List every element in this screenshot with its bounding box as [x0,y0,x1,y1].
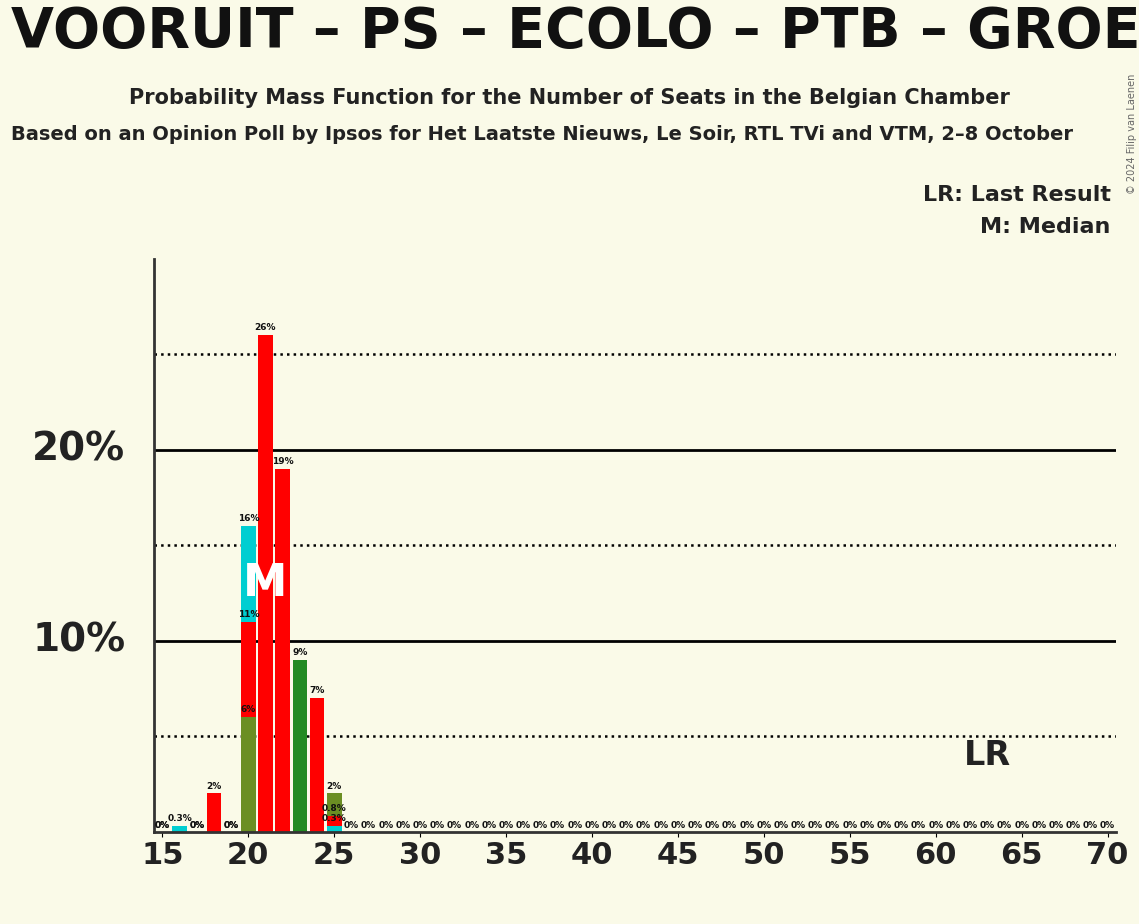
Text: 0%: 0% [446,821,462,830]
Text: 0%: 0% [945,821,960,830]
Text: 0%: 0% [671,821,686,830]
Text: 0%: 0% [877,821,892,830]
Text: 0%: 0% [155,821,170,830]
Bar [327,794,342,832]
Text: 0%: 0% [465,821,480,830]
Text: LR: LR [964,738,1011,772]
Text: 0%: 0% [344,821,359,830]
Text: 0%: 0% [688,821,703,830]
Text: 0%: 0% [997,821,1013,830]
Text: M: M [244,562,288,605]
Text: 0%: 0% [928,821,943,830]
Text: LR: Last Result: LR: Last Result [923,185,1111,205]
Text: 0%: 0% [412,821,428,830]
Text: 0%: 0% [911,821,926,830]
Text: 0%: 0% [189,821,204,830]
Text: 0%: 0% [189,821,204,830]
Text: 0%: 0% [155,821,170,830]
Bar [310,698,325,832]
Bar [276,468,290,832]
Text: 0%: 0% [980,821,994,830]
Text: 0%: 0% [705,821,720,830]
Text: 0.8%: 0.8% [322,805,346,813]
Text: 26%: 26% [255,323,277,333]
Text: 19%: 19% [272,456,294,466]
Text: 0.3%: 0.3% [167,814,191,823]
Text: Based on an Opinion Poll by Ipsos for Het Laatste Nieuws, Le Soir, RTL TVi and V: Based on an Opinion Poll by Ipsos for He… [11,125,1073,144]
Text: 16%: 16% [238,514,259,523]
Text: 0%: 0% [601,821,617,830]
Text: 0%: 0% [1031,821,1047,830]
Text: 7%: 7% [310,686,325,695]
Text: 0%: 0% [1083,821,1098,830]
Text: 0%: 0% [1014,821,1030,830]
Text: 0%: 0% [533,821,548,830]
Text: 0%: 0% [378,821,393,830]
Text: 0%: 0% [429,821,445,830]
Text: 0%: 0% [962,821,977,830]
Text: 0%: 0% [894,821,909,830]
Text: 0%: 0% [223,821,239,830]
Text: 0%: 0% [790,821,805,830]
Text: 0%: 0% [1049,821,1064,830]
Text: 0%: 0% [653,821,669,830]
Text: 0%: 0% [860,821,875,830]
Text: 10%: 10% [32,621,125,660]
Text: 0%: 0% [550,821,565,830]
Text: 0%: 0% [584,821,599,830]
Text: 0%: 0% [223,821,239,830]
Bar [241,622,255,832]
Bar [293,660,308,832]
Text: 0%: 0% [516,821,531,830]
Text: 0%: 0% [636,821,652,830]
Bar [172,826,187,832]
Text: 0%: 0% [739,821,754,830]
Text: 0%: 0% [842,821,858,830]
Text: 0%: 0% [499,821,514,830]
Text: 0%: 0% [825,821,841,830]
Text: 0%: 0% [756,821,771,830]
Text: 0%: 0% [808,821,823,830]
Text: 20%: 20% [32,431,125,469]
Text: Probability Mass Function for the Number of Seats in the Belgian Chamber: Probability Mass Function for the Number… [129,88,1010,108]
Text: 0%: 0% [773,821,788,830]
Text: 11%: 11% [238,610,259,619]
Bar [327,816,342,832]
Text: 0%: 0% [361,821,376,830]
Bar [241,717,255,832]
Text: © 2024 Filip van Laenen: © 2024 Filip van Laenen [1126,74,1137,194]
Text: VOORUIT – PS – ECOLO – PTB – GROEN – PVDA – LE: VOORUIT – PS – ECOLO – PTB – GROEN – PVD… [11,5,1139,58]
Text: 0%: 0% [618,821,634,830]
Text: 0%: 0% [722,821,737,830]
Text: 0%: 0% [482,821,497,830]
Text: M: Median: M: Median [981,217,1111,237]
Text: 0%: 0% [1066,821,1081,830]
Bar [327,826,342,832]
Text: 0%: 0% [567,821,582,830]
Text: 0%: 0% [395,821,410,830]
Text: 2%: 2% [327,782,342,791]
Bar [206,794,221,832]
Bar [241,526,255,832]
Bar [259,335,272,832]
Text: 9%: 9% [293,648,308,657]
Text: 0.3%: 0.3% [322,814,346,823]
Text: 0%: 0% [1100,821,1115,830]
Text: 2%: 2% [206,782,222,791]
Text: 6%: 6% [240,705,256,714]
